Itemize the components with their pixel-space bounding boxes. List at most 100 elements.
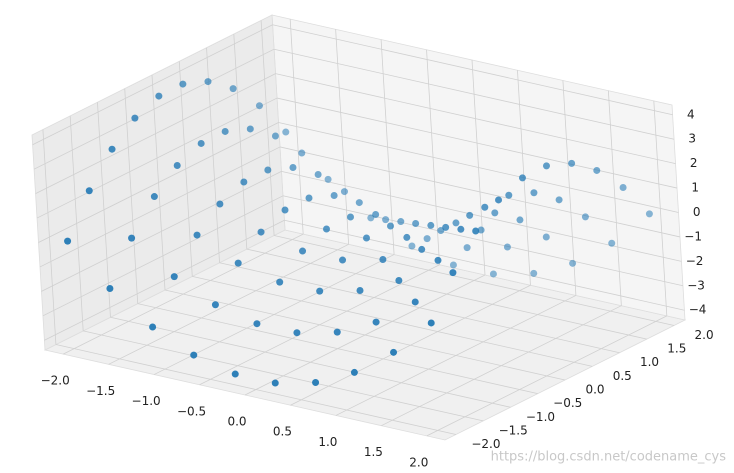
- point: [608, 239, 616, 247]
- point: [305, 194, 313, 202]
- z-tick-label: 3: [688, 132, 696, 146]
- point: [193, 231, 201, 239]
- point: [253, 320, 261, 328]
- grid-line: [284, 219, 685, 311]
- point: [231, 370, 239, 378]
- z-tick-label: 4: [687, 107, 695, 121]
- y-tick-label: −1.0: [526, 410, 555, 424]
- grid-line: [83, 330, 484, 422]
- point: [516, 216, 524, 224]
- point: [372, 211, 380, 218]
- grid-line: [55, 344, 456, 435]
- point: [293, 329, 301, 337]
- point: [234, 259, 242, 267]
- grid-line: [192, 275, 593, 367]
- point: [240, 178, 248, 186]
- point: [229, 85, 237, 93]
- z-tick-label: 1: [691, 181, 699, 195]
- point: [333, 328, 341, 336]
- point: [179, 80, 187, 88]
- point: [281, 206, 289, 214]
- point: [489, 270, 497, 278]
- point: [131, 114, 139, 122]
- point: [355, 199, 363, 207]
- point: [423, 235, 431, 243]
- point: [387, 222, 394, 230]
- point: [150, 193, 158, 201]
- grid-line: [41, 171, 282, 292]
- point: [363, 234, 370, 242]
- point: [466, 211, 474, 219]
- z-tick-label: 2: [690, 156, 698, 170]
- point: [395, 276, 403, 284]
- point: [530, 189, 538, 197]
- point: [408, 242, 416, 250]
- grid-line: [38, 122, 279, 243]
- point: [568, 159, 576, 167]
- y-tick-label: 1.5: [667, 342, 686, 356]
- z-tick-label: −1: [684, 229, 702, 243]
- point: [204, 78, 212, 86]
- point: [491, 209, 499, 217]
- point: [418, 245, 426, 253]
- point: [350, 368, 358, 376]
- z-tick-label: −2: [686, 254, 704, 268]
- y-tick-label: −2.0: [471, 437, 500, 451]
- grid-line: [276, 97, 678, 189]
- point: [411, 298, 419, 306]
- point: [106, 284, 114, 292]
- point: [390, 348, 398, 356]
- z-tick-label: 0: [693, 205, 701, 219]
- point: [403, 233, 411, 241]
- point: [518, 174, 526, 182]
- y-tick-label: 2.0: [695, 328, 714, 342]
- point: [449, 261, 457, 269]
- point: [108, 145, 116, 153]
- point: [276, 278, 284, 286]
- grid-line: [281, 170, 682, 262]
- point: [216, 200, 224, 208]
- point: [173, 161, 181, 169]
- grid-line: [246, 248, 647, 340]
- point: [503, 243, 511, 251]
- x-tick-label: 1.0: [318, 435, 337, 449]
- point: [427, 221, 435, 229]
- point: [211, 301, 219, 309]
- x-tick-label: −2.0: [41, 374, 70, 388]
- point: [149, 323, 157, 331]
- point: [472, 227, 480, 235]
- point: [481, 203, 489, 211]
- z-tick-label: −4: [689, 303, 707, 317]
- x-tick-label: −1.0: [132, 394, 161, 408]
- point: [555, 196, 563, 204]
- grid-line: [42, 195, 284, 317]
- y-tick-label: −0.5: [553, 396, 582, 410]
- point: [271, 132, 279, 140]
- x-tick-label: 0.0: [227, 415, 246, 429]
- point: [477, 226, 485, 234]
- point: [282, 128, 290, 136]
- grid-line: [164, 289, 566, 381]
- point: [323, 225, 330, 233]
- point: [569, 259, 577, 267]
- y-tick-label: 1.0: [640, 355, 659, 369]
- point: [449, 269, 457, 277]
- point: [427, 319, 435, 327]
- grid-line: [33, 48, 275, 170]
- point: [316, 287, 324, 295]
- point: [542, 162, 550, 170]
- x-tick-label: 2.0: [409, 455, 428, 469]
- point: [581, 213, 589, 221]
- point: [542, 233, 550, 241]
- point: [128, 234, 136, 242]
- grid-line: [274, 235, 675, 326]
- point: [530, 269, 538, 277]
- grid-line: [35, 73, 276, 194]
- point: [155, 92, 163, 100]
- point: [246, 125, 254, 133]
- point: [452, 219, 460, 227]
- point: [505, 191, 513, 199]
- z-tick-label: −3: [687, 278, 705, 292]
- x-tick-label: 0.5: [273, 425, 292, 439]
